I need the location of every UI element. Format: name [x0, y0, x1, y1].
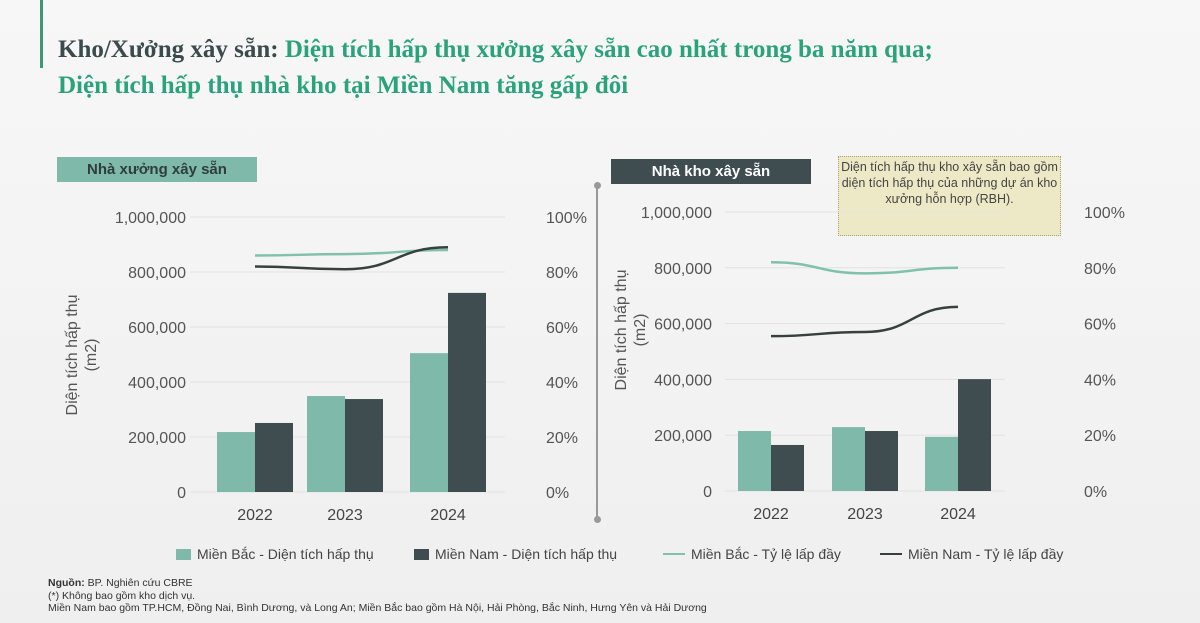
x-tick-label: 2023 — [847, 506, 883, 523]
y2-tick-label: 20% — [546, 430, 578, 447]
y-axis-label: Diện tích hấp thụ (m2) — [613, 270, 649, 391]
legend-north-line: Miền Bắc - Tỷ lệ lấp đầy — [663, 546, 841, 562]
y2-tick-label: 0% — [1084, 484, 1107, 501]
bar-north — [217, 432, 255, 492]
legend-swatch — [880, 553, 902, 555]
chart-title-factory: Nhà xưởng xây sẵn — [57, 157, 257, 182]
y-tick-label: 0 — [703, 484, 712, 501]
source-line: Nguồn: BP. Nghiên cứu CBRE — [48, 577, 707, 590]
note-box: Diện tích hấp thụ kho xây sẵn bao gồm di… — [838, 156, 1061, 236]
y-tick-label: 600,000 — [654, 317, 712, 334]
x-tick-label: 2024 — [430, 507, 466, 524]
y-tick-label: 1,000,000 — [115, 210, 186, 227]
y-tick-label: 600,000 — [128, 320, 186, 337]
y-tick-label: 400,000 — [654, 372, 712, 389]
bar-north — [832, 427, 865, 491]
x-tick-label: 2024 — [940, 506, 976, 523]
y-tick-label: 200,000 — [654, 428, 712, 445]
footer-note: Miền Nam bao gồm TP.HCM, Đồng Nai, Bình … — [48, 602, 707, 614]
y-tick-label: 1,000,000 — [641, 205, 712, 222]
bar-south — [255, 422, 293, 492]
y2-tick-label: 20% — [1084, 428, 1116, 445]
page-title-line1: Kho/Xưởng xây sẵn: Diện tích hấp thụ xưở… — [58, 36, 933, 64]
legend-label: Miền Bắc - Diện tích hấp thụ — [197, 546, 374, 562]
source-text: BP. Nghiên cứu CBRE — [84, 577, 193, 589]
legend-south-bar: Miền Nam - Diện tích hấp thụ — [414, 546, 617, 562]
y2-tick-label: 0% — [546, 485, 569, 502]
y2-tick-label: 100% — [1084, 205, 1125, 222]
bar-north — [925, 436, 958, 491]
divider-dot — [593, 516, 601, 523]
y2-tick-label: 80% — [546, 265, 578, 282]
bar-north — [307, 396, 345, 492]
x-tick-label: 2022 — [753, 506, 789, 523]
bar-south — [865, 431, 898, 491]
source-label: Nguồn: — [48, 577, 85, 589]
legend-label: Miền Bắc - Tỷ lệ lấp đầy — [691, 546, 841, 562]
y2-tick-label: 100% — [546, 210, 587, 227]
legend-swatch — [414, 548, 429, 560]
line-south-occupancy — [254, 246, 449, 271]
bar-north — [738, 431, 771, 491]
y2-tick-label: 80% — [1084, 261, 1116, 278]
y2-tick-label: 60% — [1084, 317, 1116, 334]
line-south-occupancy — [770, 305, 959, 338]
legend-swatch — [663, 553, 685, 555]
chart-title-warehouse: Nhà kho xây sẵn — [611, 159, 811, 184]
legend-label: Miền Nam - Tỷ lệ lấp đầy — [908, 546, 1064, 562]
footer: Nguồn: BP. Nghiên cứu CBRE (*) Không bao… — [48, 577, 707, 615]
y-tick-label: 400,000 — [128, 375, 186, 392]
legend-south-line: Miền Nam - Tỷ lệ lấp đầy — [880, 546, 1063, 562]
title-prefix: Kho/Xưởng xây sẵn: — [58, 36, 279, 63]
title-accent-bar — [40, 0, 43, 68]
y2-tick-label: 40% — [546, 375, 578, 392]
footer-note: (*) Không bao gồm kho dịch vụ. — [48, 589, 196, 602]
page-title-line2: Diện tích hấp thụ nhà kho tại Miền Nam t… — [58, 72, 629, 99]
legend-label: Miền Nam - Diện tích hấp thụ — [435, 546, 618, 562]
bar-south — [771, 444, 804, 491]
x-tick-label: 2023 — [327, 507, 363, 524]
x-tick-label: 2022 — [237, 507, 273, 524]
y-tick-label: 800,000 — [128, 265, 186, 282]
line-north-occupancy — [770, 260, 959, 275]
bar-south — [958, 379, 991, 491]
title-text: Diện tích hấp thụ xưởng xây sẵn cao nhất… — [278, 36, 933, 63]
y-axis-label: Diện tích hấp thụ (m2) — [64, 295, 100, 416]
legend-swatch — [176, 548, 191, 560]
legend-north-bar: Miền Bắc - Diện tích hấp thụ — [176, 546, 374, 562]
y2-tick-label: 60% — [546, 320, 578, 337]
y-tick-label: 200,000 — [128, 430, 186, 447]
y2-tick-label: 40% — [1084, 372, 1116, 389]
divider — [593, 182, 601, 523]
y-tick-label: 0 — [177, 485, 186, 502]
bar-south — [345, 399, 383, 492]
bar-north — [410, 353, 448, 492]
divider-dot — [593, 182, 601, 189]
bar-south — [448, 292, 486, 492]
y-tick-label: 800,000 — [654, 261, 712, 278]
